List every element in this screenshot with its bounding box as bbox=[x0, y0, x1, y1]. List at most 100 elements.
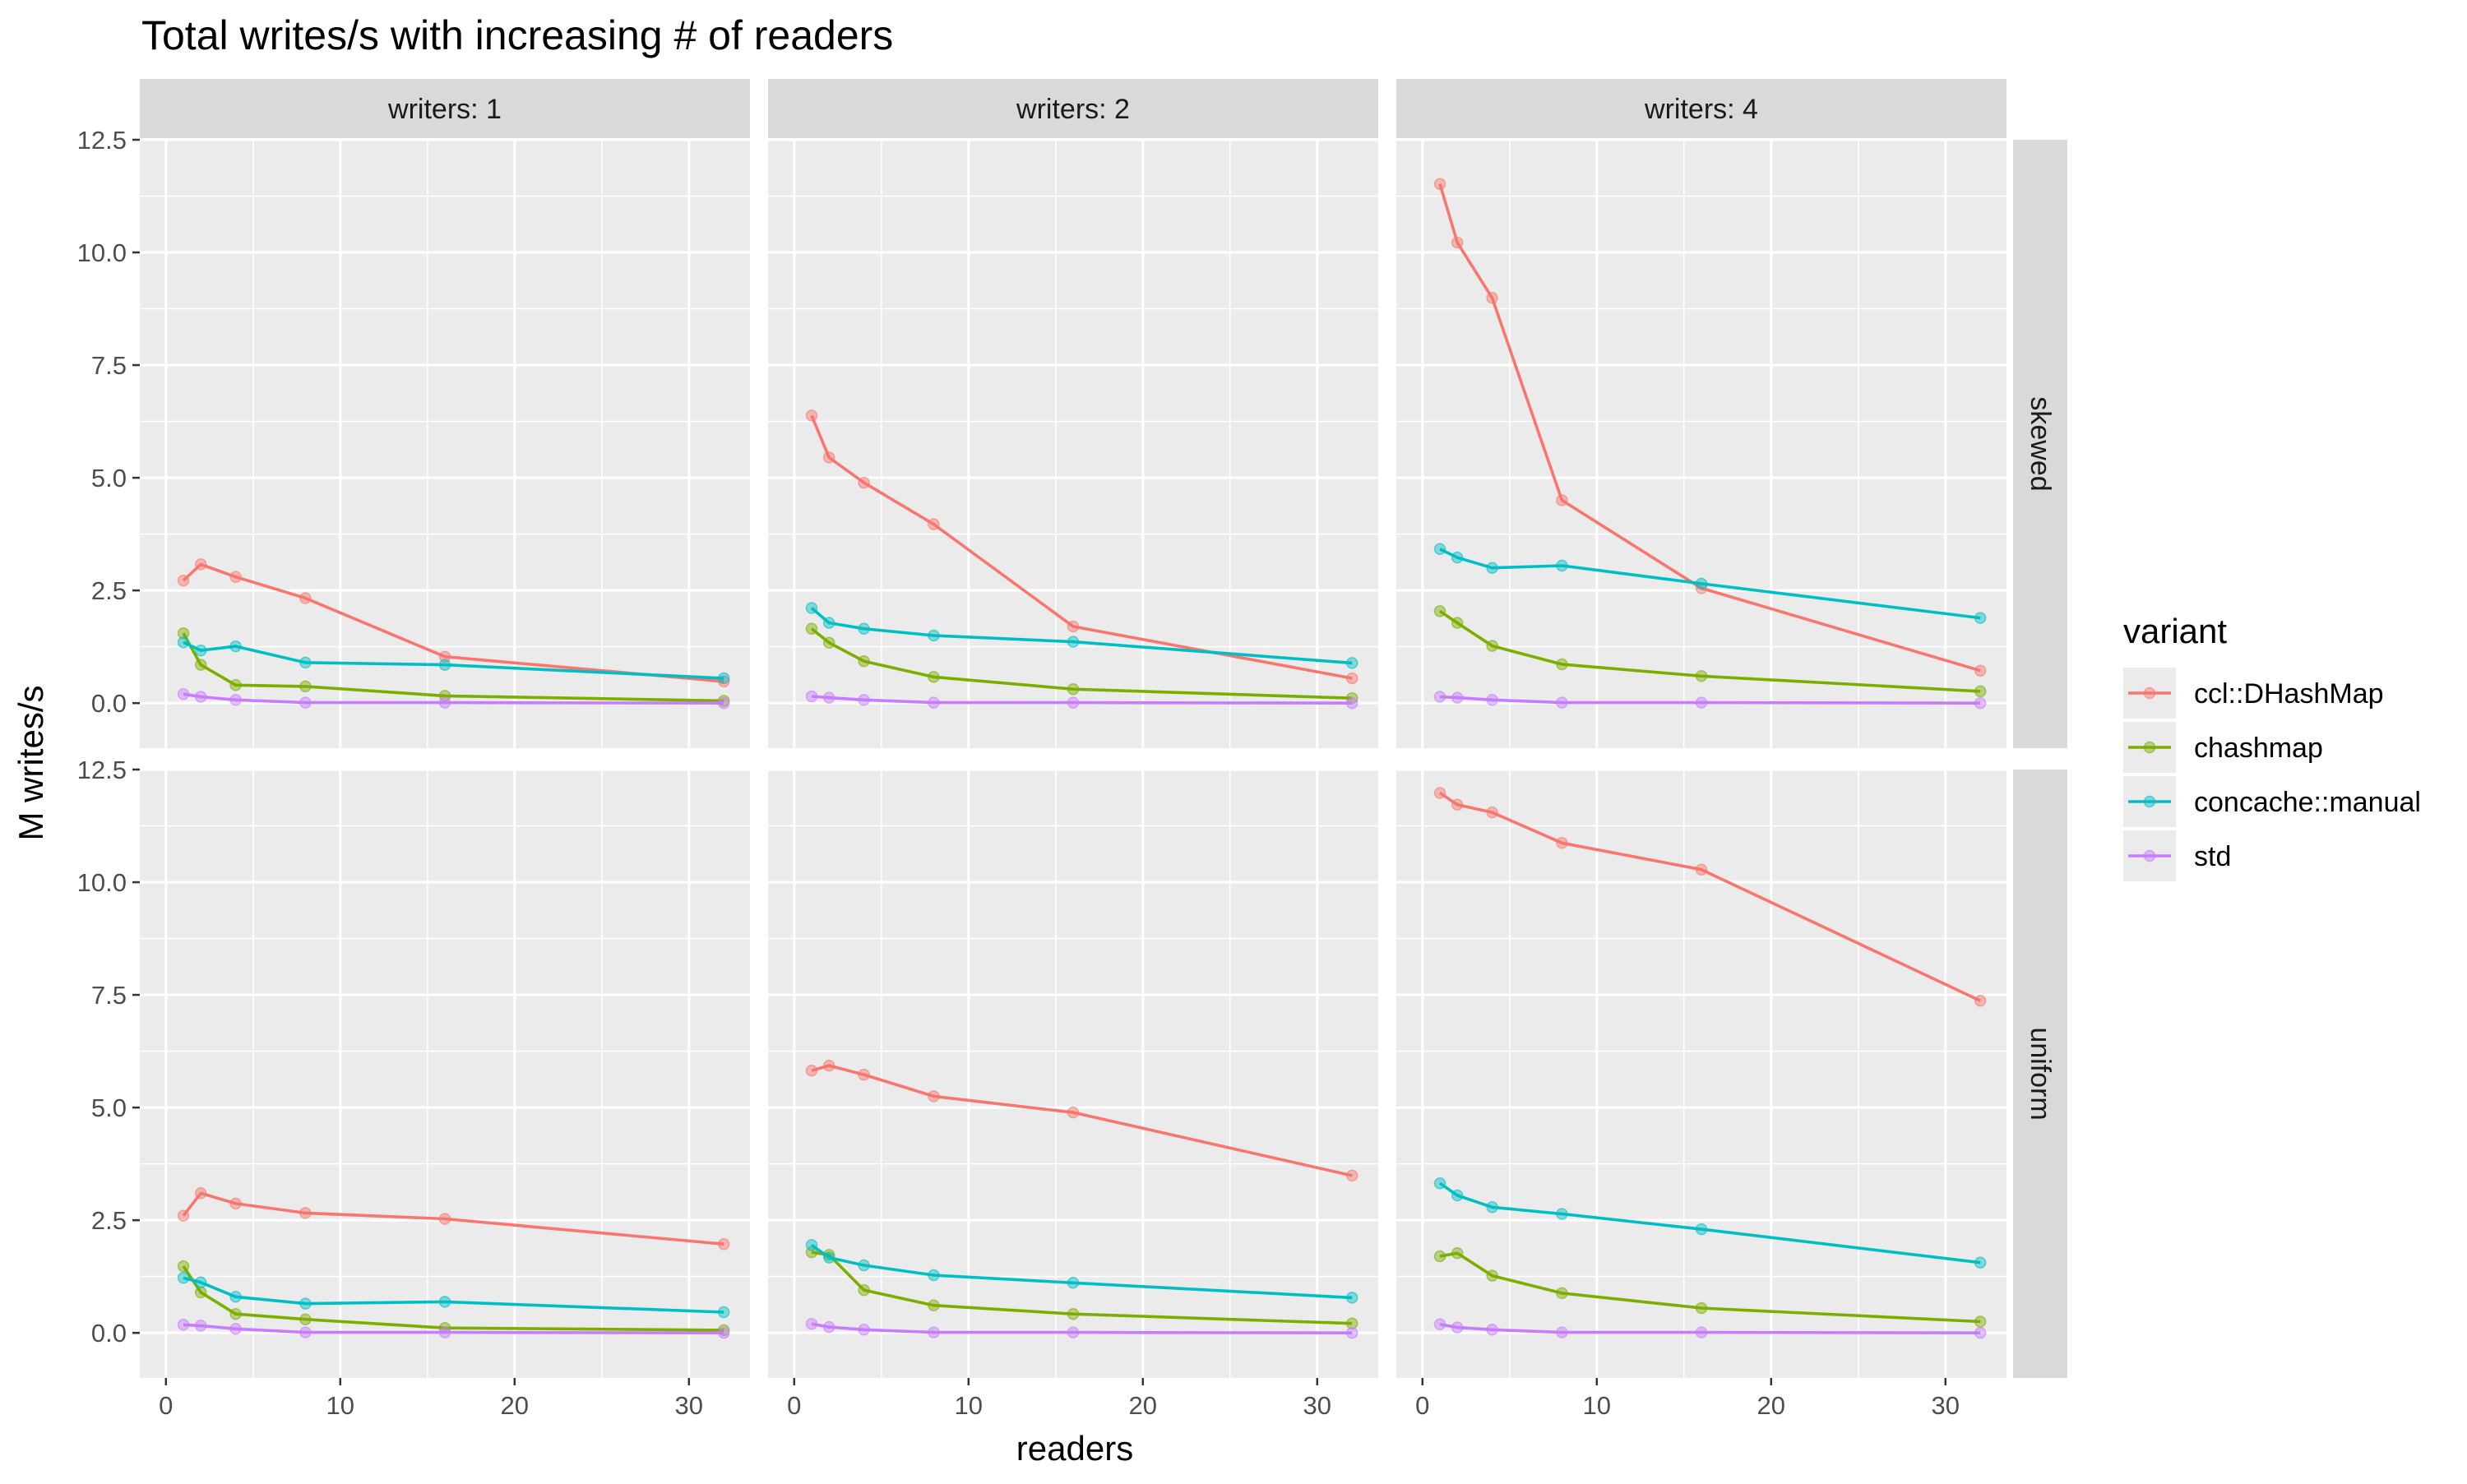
data-point bbox=[229, 1291, 242, 1303]
data-point bbox=[1067, 1277, 1080, 1289]
chart-title: Total writes/s with increasing # of read… bbox=[141, 12, 893, 58]
series-line bbox=[1438, 792, 1981, 1002]
series-line bbox=[1439, 695, 1981, 705]
data-point bbox=[1486, 806, 1498, 819]
data-point bbox=[1556, 658, 1568, 671]
series-line bbox=[810, 607, 1353, 665]
facet-strip-row bbox=[2013, 770, 2067, 1378]
data-point bbox=[928, 671, 940, 683]
data-point bbox=[438, 1326, 451, 1338]
data-point bbox=[928, 1269, 940, 1282]
y-tick-label: 12.5 bbox=[77, 126, 127, 155]
data-point bbox=[438, 1296, 451, 1308]
panel-background bbox=[1396, 770, 2006, 1378]
data-point bbox=[299, 1207, 312, 1219]
legend-key-point bbox=[2143, 687, 2156, 700]
legend-key-point bbox=[2143, 741, 2156, 754]
data-point bbox=[822, 1320, 835, 1334]
data-point bbox=[822, 636, 835, 649]
x-tick-label: 0 bbox=[1415, 1391, 1429, 1420]
x-tick-label: 30 bbox=[1303, 1391, 1331, 1420]
data-point bbox=[177, 1209, 190, 1222]
series-line bbox=[183, 1323, 724, 1334]
data-point bbox=[299, 696, 312, 709]
data-point bbox=[1974, 1256, 1987, 1269]
data-point bbox=[1695, 577, 1708, 590]
facet-strip-row bbox=[2013, 140, 2067, 748]
series-line bbox=[810, 1243, 1353, 1300]
y-tick-label: 7.5 bbox=[91, 981, 127, 1010]
series-line bbox=[1438, 1181, 1981, 1264]
legend-entry-label: chashmap bbox=[2194, 733, 2323, 764]
data-point bbox=[858, 476, 870, 489]
data-point bbox=[177, 687, 190, 700]
facet-strip-label: writers: 4 bbox=[1644, 94, 1758, 125]
data-point bbox=[229, 1197, 242, 1210]
facet-strip-col bbox=[140, 79, 750, 138]
y-tick-label: 0.0 bbox=[91, 1319, 127, 1348]
data-point bbox=[1556, 1326, 1568, 1338]
facet-strip-col bbox=[1396, 79, 2006, 138]
data-point bbox=[805, 690, 818, 703]
data-point bbox=[299, 1313, 312, 1325]
series-line bbox=[810, 627, 1353, 700]
data-point bbox=[1486, 562, 1498, 574]
data-point bbox=[805, 1317, 818, 1330]
data-point bbox=[858, 1259, 870, 1272]
data-point bbox=[177, 1260, 190, 1273]
data-point bbox=[1695, 696, 1708, 709]
data-point bbox=[717, 672, 730, 685]
data-point bbox=[1433, 691, 1446, 703]
x-tick-label: 10 bbox=[955, 1391, 983, 1420]
data-point bbox=[1451, 798, 1464, 811]
data-point bbox=[438, 659, 451, 671]
data-point bbox=[1486, 1201, 1498, 1214]
series-line bbox=[183, 692, 724, 705]
data-point bbox=[928, 629, 940, 642]
series-line bbox=[183, 640, 724, 680]
data-point bbox=[928, 1090, 940, 1103]
series-line bbox=[183, 1276, 724, 1314]
data-point bbox=[1486, 292, 1498, 304]
y-tick-label: 10.0 bbox=[77, 868, 127, 897]
series-line bbox=[1438, 609, 1981, 693]
data-point bbox=[1451, 617, 1464, 629]
data-point bbox=[1433, 1177, 1446, 1190]
data-point bbox=[299, 656, 312, 669]
data-point bbox=[1556, 559, 1568, 572]
facet-strip-col bbox=[768, 79, 1378, 138]
data-point bbox=[1345, 1317, 1358, 1329]
data-point bbox=[858, 1283, 870, 1297]
data-point bbox=[177, 636, 190, 649]
y-tick-label: 7.5 bbox=[91, 351, 127, 380]
data-point bbox=[1345, 1292, 1358, 1304]
series-line bbox=[811, 1064, 1353, 1177]
y-tick-label: 2.5 bbox=[91, 576, 127, 605]
data-point bbox=[858, 694, 870, 706]
data-point bbox=[1974, 1326, 1987, 1339]
data-point bbox=[1345, 672, 1358, 685]
data-point bbox=[1451, 1321, 1464, 1334]
data-point bbox=[1695, 1223, 1708, 1236]
data-point bbox=[822, 1251, 835, 1264]
data-point bbox=[229, 694, 242, 706]
y-tick-label: 5.0 bbox=[91, 1093, 127, 1122]
data-point bbox=[299, 680, 312, 693]
data-point bbox=[717, 1306, 730, 1319]
data-point bbox=[858, 1068, 870, 1081]
x-tick-label: 0 bbox=[787, 1391, 801, 1420]
data-point bbox=[177, 574, 190, 587]
series-line bbox=[1439, 548, 1981, 620]
legend-title: variant bbox=[2123, 612, 2227, 650]
data-point bbox=[229, 640, 242, 653]
data-point bbox=[299, 1297, 312, 1310]
data-point bbox=[438, 696, 451, 709]
legend-key-point bbox=[2143, 849, 2156, 862]
data-point bbox=[1486, 1324, 1498, 1336]
data-point bbox=[1974, 1315, 1987, 1328]
data-point bbox=[299, 1326, 312, 1338]
data-point bbox=[1451, 236, 1464, 249]
y-tick-label: 5.0 bbox=[91, 464, 127, 492]
